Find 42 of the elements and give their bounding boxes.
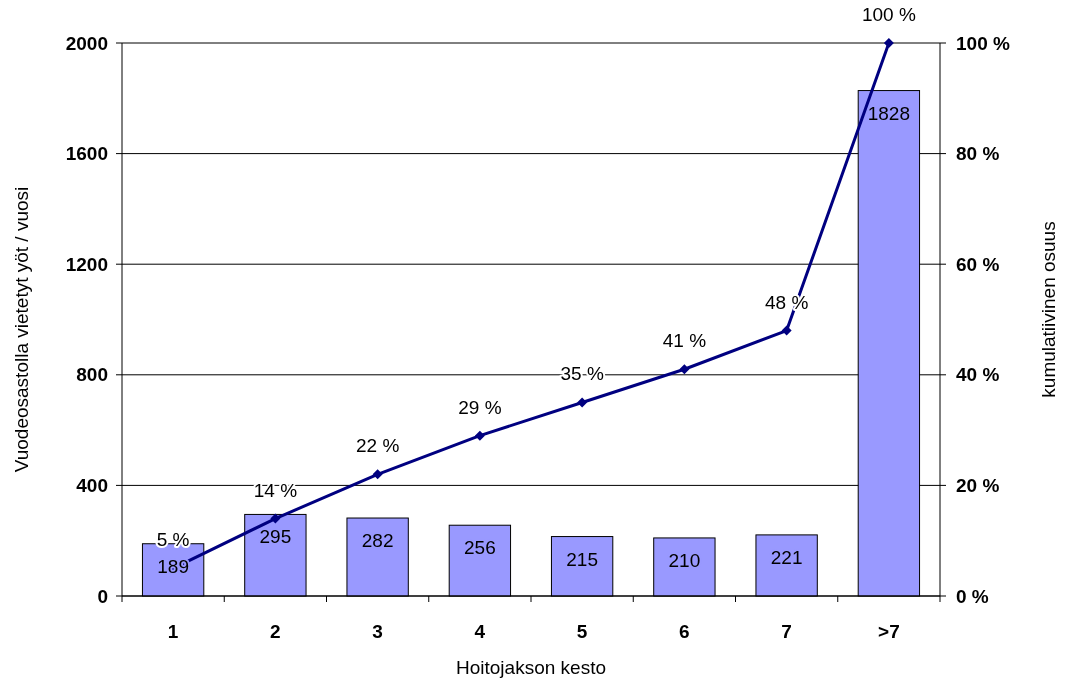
data-label: 210 bbox=[668, 549, 701, 571]
y2-tick-label: 20 % bbox=[956, 475, 1000, 497]
point bbox=[474, 430, 485, 441]
point bbox=[679, 364, 690, 375]
x-tick-label: 6 bbox=[679, 621, 690, 642]
x-tick-label: >7 bbox=[878, 621, 900, 642]
data-label: 295 bbox=[259, 526, 292, 548]
x-tick-label: 4 bbox=[474, 621, 486, 642]
data-label: 215 bbox=[566, 548, 598, 570]
data-label: 1828 bbox=[867, 102, 911, 124]
data-label: 14 % bbox=[253, 479, 298, 501]
y-tick-label: 800 bbox=[76, 364, 108, 386]
y-tick-label: 1600 bbox=[65, 143, 108, 165]
data-label: 100 % bbox=[861, 4, 916, 25]
x-tick-label: 3 bbox=[372, 621, 383, 642]
y-tick-label: 400 bbox=[76, 475, 108, 497]
point bbox=[883, 38, 894, 48]
data-label: 41 % bbox=[662, 330, 707, 352]
y2-tick-label: 0 % bbox=[956, 585, 989, 607]
point bbox=[270, 513, 281, 524]
y2-tick-label: 40 % bbox=[956, 364, 1000, 386]
x-tick-label: 1 bbox=[167, 621, 179, 642]
data-label: 282 bbox=[361, 530, 394, 552]
y-axis-title: Vuodeosastolla vietetyt yöt / vuosi bbox=[11, 186, 32, 473]
x-tick-label: 2 bbox=[270, 621, 281, 642]
y2-tick-label: 60 % bbox=[956, 253, 1000, 275]
y-tick-label: 2000 bbox=[65, 32, 108, 54]
y-tick-label: 1200 bbox=[65, 253, 108, 275]
y2-tick-label: 100 % bbox=[956, 32, 1010, 54]
point bbox=[372, 469, 383, 480]
y2-axis-title: kumulatiivinen osuus bbox=[1038, 221, 1059, 398]
x-tick-label: 7 bbox=[781, 621, 792, 642]
y-tick-label: 0 bbox=[97, 585, 108, 607]
data-label: 221 bbox=[770, 546, 803, 568]
point bbox=[577, 397, 588, 408]
data-label: 256 bbox=[464, 537, 496, 559]
y2-tick-label: 80 % bbox=[956, 143, 1000, 165]
data-label: 29 % bbox=[458, 396, 502, 418]
data-label: 22 % bbox=[355, 435, 400, 457]
x-axis-title: Hoitojakson kesto bbox=[456, 657, 606, 678]
point bbox=[781, 325, 792, 336]
x-tick-label: 5 bbox=[576, 621, 588, 642]
